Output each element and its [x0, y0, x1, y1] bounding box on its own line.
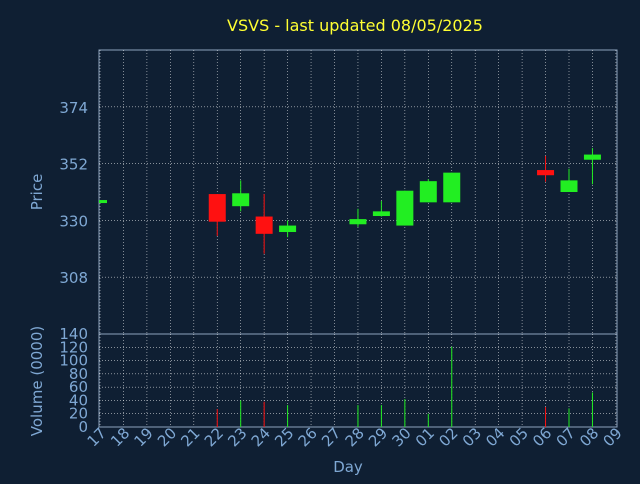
x-tick-label: 04 [482, 424, 508, 450]
x-tick-label: 19 [130, 424, 156, 450]
price-tick-label: 374 [59, 99, 88, 117]
candle-body [255, 216, 273, 234]
price-panel: 308 330 352 374 [59, 49, 618, 335]
price-tick-label: 352 [59, 156, 88, 174]
chart-title: VSVS - last updated 08/05/2025 [227, 16, 483, 35]
volume-tick-label: 60 [69, 378, 88, 396]
x-tick-label: 22 [201, 424, 227, 450]
candle [537, 155, 555, 182]
volume-tick-label: 80 [69, 365, 88, 383]
volume-tick-label: 140 [59, 325, 88, 343]
x-tick-label: 20 [154, 424, 180, 450]
candle [255, 194, 273, 254]
candle-body [583, 154, 601, 160]
candle-body [443, 172, 461, 203]
x-tick-label: 29 [365, 424, 391, 450]
candle [560, 168, 578, 192]
candle [443, 172, 461, 203]
price-axis-label: Price [28, 174, 46, 211]
candle-body [396, 190, 414, 226]
x-tick-label: 25 [271, 424, 297, 450]
x-tick-label: 23 [224, 424, 250, 450]
x-tick-label: 08 [576, 424, 602, 450]
volume-tick-label: 100 [59, 352, 88, 370]
candle [99, 200, 107, 204]
x-axis: 1718192021222324252627282930010203040506… [84, 424, 626, 450]
volume-tick-label: 40 [69, 391, 88, 409]
candle [583, 148, 601, 185]
x-tick-label: 01 [412, 424, 438, 450]
x-tick-label: 09 [599, 424, 625, 450]
x-tick-label: 06 [529, 424, 555, 450]
x-tick-label: 21 [177, 424, 203, 450]
x-tick-label: 24 [248, 424, 274, 450]
candle-body [419, 181, 437, 203]
candle-body [232, 193, 250, 207]
candle [208, 194, 226, 236]
candle-body [279, 225, 297, 233]
candle [372, 201, 390, 217]
x-tick-label: 26 [295, 424, 321, 450]
x-tick-label: 05 [506, 424, 532, 450]
candle-body [208, 194, 226, 222]
volume-axis-label: Volume (0000) [28, 326, 46, 436]
x-tick-label: 18 [107, 424, 133, 450]
candle [419, 179, 437, 203]
candle-body [537, 170, 555, 176]
candle [396, 190, 414, 226]
volume-tick-label: 20 [69, 405, 88, 423]
candle [279, 220, 297, 238]
candle [349, 208, 367, 227]
candle-body [349, 219, 367, 225]
candle [232, 180, 250, 212]
candle-body [99, 200, 107, 204]
volume-tick-label: 120 [59, 338, 88, 356]
volume-tick-label: 0 [78, 418, 88, 436]
x-tick-label: 28 [342, 424, 368, 450]
x-tick-label: 30 [388, 424, 414, 450]
x-tick-label: 27 [318, 424, 344, 450]
price-tick-label: 308 [59, 269, 88, 287]
x-tick-label: 07 [553, 424, 579, 450]
price-tick-label: 330 [59, 212, 88, 230]
x-tick-label: 03 [459, 424, 485, 450]
candle-body [372, 211, 390, 217]
x-axis-label: Day [333, 458, 363, 476]
candle-body [560, 180, 578, 192]
x-tick-label: 02 [435, 424, 461, 450]
